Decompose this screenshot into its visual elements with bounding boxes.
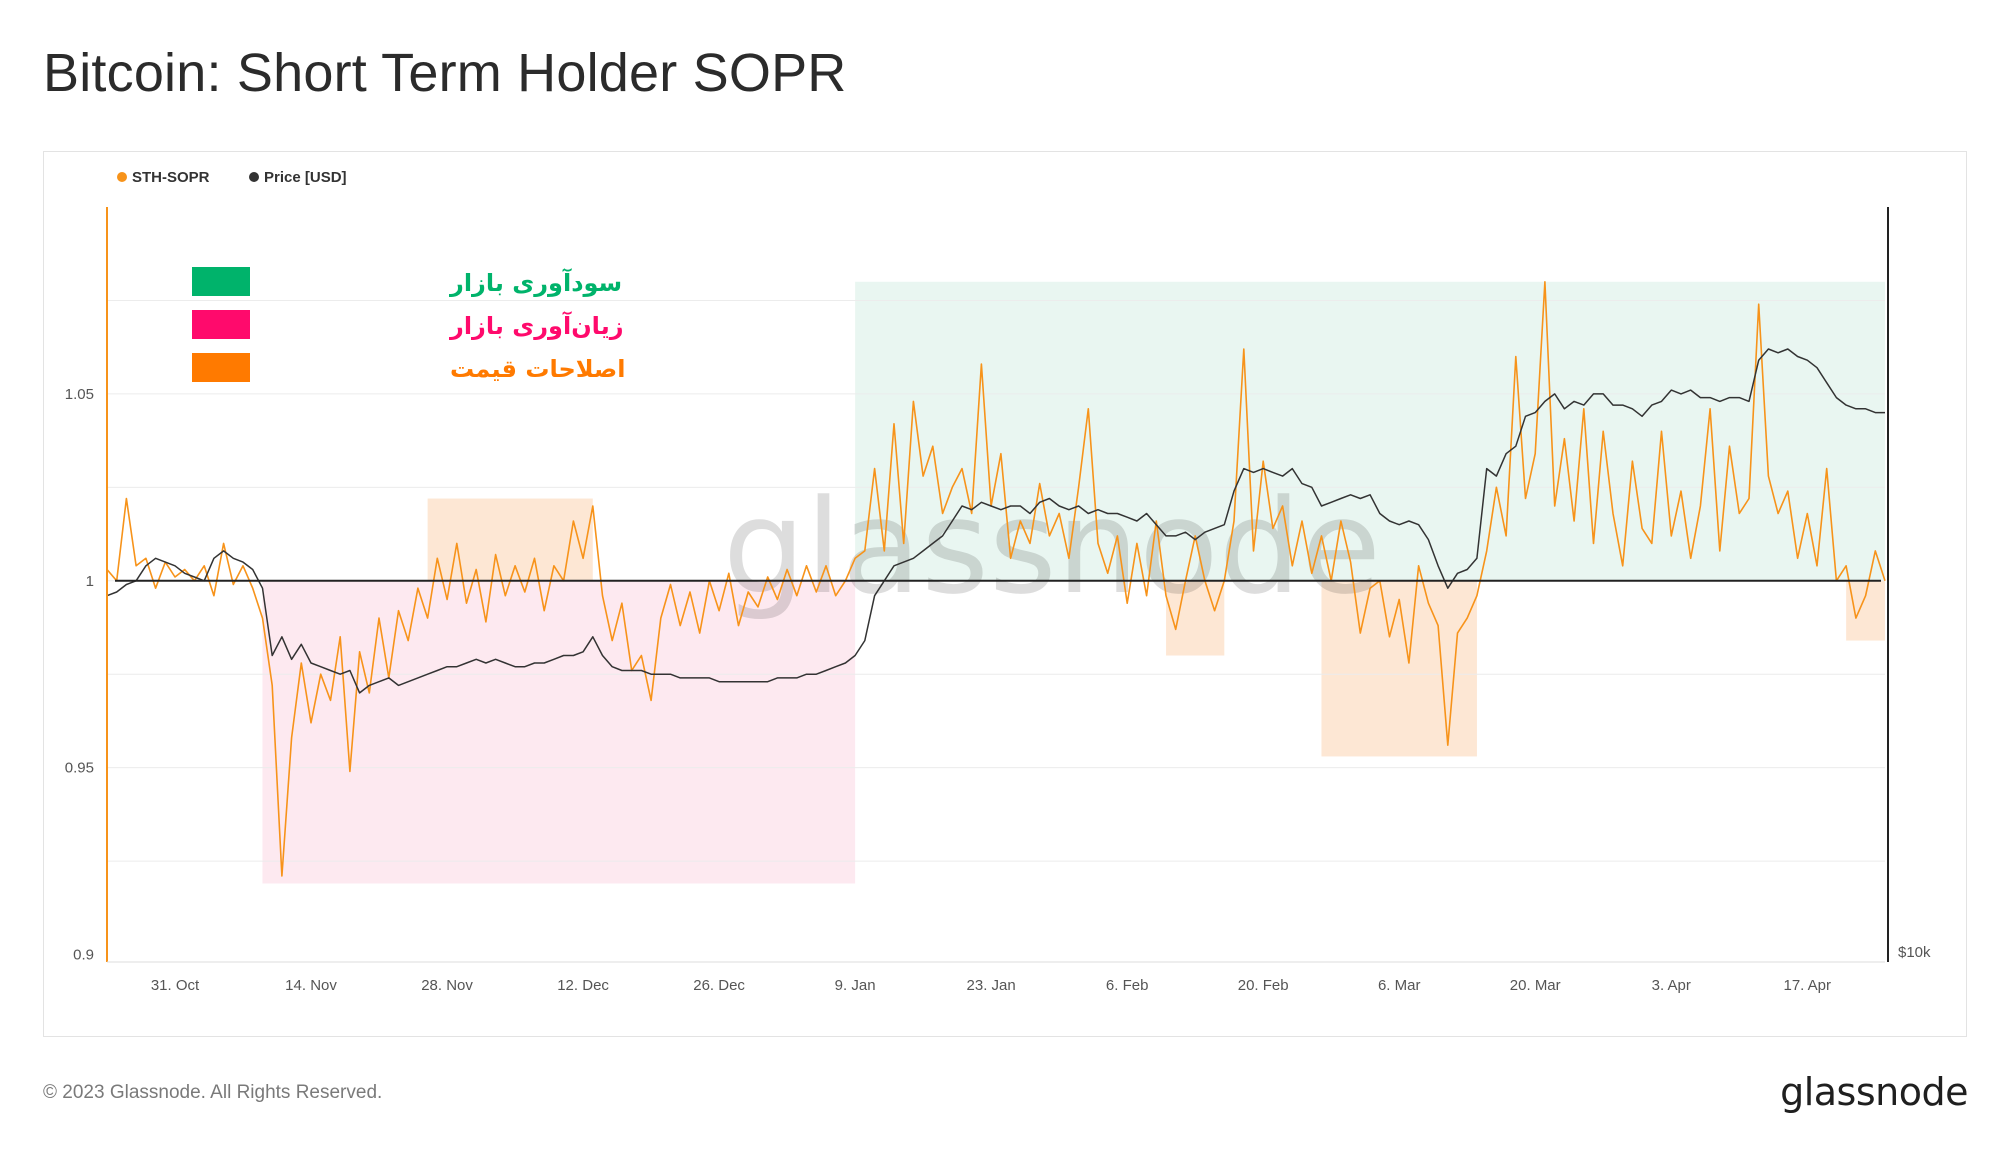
zone-correction-5 [1846, 580, 1885, 641]
glassnode-logo: glassnode [1780, 1070, 1968, 1114]
annotation-swatch [192, 267, 250, 296]
legend-dot-price [249, 172, 259, 182]
right-axis-label: $10k [1898, 944, 1931, 961]
price-line [106, 348, 1885, 694]
annotation-label: سودآوری بازار [449, 268, 622, 297]
legend: STH-SOPR Price [USD] [117, 169, 347, 186]
x-tick-label: 9. Jan [835, 977, 876, 994]
legend-label-sopr: STH-SOPR [132, 169, 210, 186]
highlight-zones [262, 281, 1885, 884]
x-tick-label: 20. Feb [1238, 977, 1289, 994]
chart-svg: glassnode 1.05 1 0.95 0.9 31. Oct 14. Nov 28. … [65, 169, 1931, 994]
annotation-legend: سودآوری بازار زیان‌آوری بازار اصلاحات قیمت [192, 267, 625, 383]
annotation-swatch [192, 353, 250, 382]
x-tick-label: 23. Jan [967, 977, 1016, 994]
y-tick-label: 1.05 [65, 386, 94, 403]
zone-loss-0 [262, 580, 856, 884]
page-title: Bitcoin: Short Term Holder SOPR [43, 43, 847, 103]
x-tick-label: 6. Feb [1106, 977, 1149, 994]
legend-label-price: Price [USD] [264, 169, 347, 186]
zone-profit-1 [855, 281, 1885, 581]
y-tick-label: 1 [86, 573, 94, 590]
axes [106, 207, 1889, 963]
x-tick-label: 12. Dec [557, 977, 609, 994]
tick-labels: 1.05 1 0.95 0.9 31. Oct 14. Nov 28. Nov 12. Dec… [65, 386, 1931, 994]
x-tick-label: 17. Apr [1783, 977, 1831, 994]
legend-dot-sopr [117, 172, 127, 182]
watermark: glassnode [723, 471, 1381, 623]
y-tick-label: 0.95 [65, 760, 94, 777]
y-tick-label: 0.9 [73, 947, 94, 964]
copyright-text: © 2023 Glassnode. All Rights Reserved. [43, 1082, 383, 1103]
x-tick-label: 28. Nov [421, 977, 473, 994]
annotation-label: اصلاحات قیمت [450, 355, 625, 383]
chart-container: glassnode 1.05 1 0.95 0.9 31. Oct 14. Nov 28. … [43, 151, 1967, 1037]
zone-correction-4 [1321, 580, 1477, 757]
x-tick-label: 20. Mar [1510, 977, 1561, 994]
zone-correction-3 [1166, 580, 1225, 656]
sth-sopr-line [106, 281, 1886, 877]
x-tick-label: 26. Dec [693, 977, 745, 994]
annotation-swatch [192, 310, 250, 339]
x-tick-label: 14. Nov [285, 977, 337, 994]
x-tick-label: 6. Mar [1378, 977, 1421, 994]
series-lines [106, 281, 1886, 877]
annotation-label: زیان‌آوری بازار [449, 311, 624, 340]
x-tick-label: 31. Oct [151, 977, 200, 994]
x-tick-label: 3. Apr [1652, 977, 1691, 994]
